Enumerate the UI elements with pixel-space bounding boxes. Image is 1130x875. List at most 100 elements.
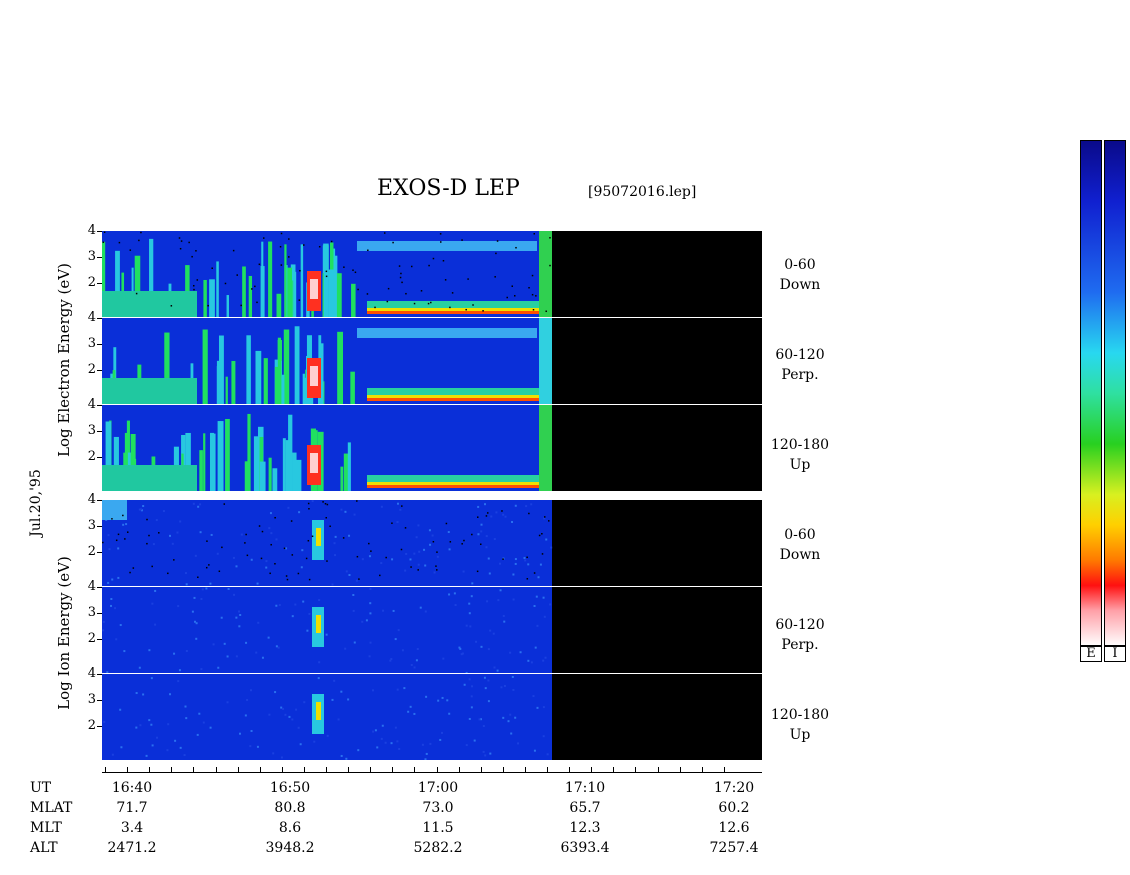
noise — [303, 701, 306, 704]
speckle — [432, 540, 435, 543]
noise — [257, 621, 260, 624]
noise — [142, 693, 145, 696]
noise — [488, 572, 491, 575]
burst — [113, 436, 119, 491]
burst — [164, 332, 170, 404]
speckle — [126, 531, 129, 533]
burst — [276, 293, 282, 317]
y-tick-mark — [97, 344, 102, 345]
date-label: Jul.20,'95 — [28, 469, 44, 537]
y-tick-mark — [97, 587, 102, 588]
speckle — [288, 238, 290, 240]
low-energy-band — [367, 301, 542, 309]
speckle — [285, 575, 288, 577]
burst — [282, 438, 286, 491]
x-tick-mark — [569, 767, 571, 772]
noise — [376, 746, 379, 749]
row-value-ut: 17:20 — [713, 780, 755, 796]
noise — [193, 596, 196, 599]
x-tick-mark — [701, 767, 703, 772]
noise — [348, 574, 351, 577]
noise — [468, 717, 471, 720]
burst — [199, 450, 203, 491]
noise — [415, 536, 418, 539]
row-value-mlt: 12.6 — [718, 820, 750, 836]
noise — [226, 655, 229, 658]
noise — [503, 684, 506, 687]
x-tick-mark — [414, 767, 416, 772]
speckle — [449, 306, 451, 309]
noise — [115, 638, 118, 641]
noise — [199, 503, 202, 506]
burst — [216, 360, 222, 404]
noise — [460, 653, 463, 656]
y-tick-label: 4 — [87, 579, 96, 594]
noise — [550, 546, 553, 549]
noise — [280, 706, 283, 709]
speckle — [400, 548, 403, 551]
burst — [149, 238, 154, 317]
noise — [125, 523, 128, 526]
upper-band — [357, 328, 537, 338]
noise — [404, 569, 407, 572]
noise — [178, 669, 181, 672]
speckle — [102, 541, 104, 544]
noise — [509, 713, 512, 716]
noise — [295, 708, 298, 711]
y-tick-mark — [97, 700, 102, 701]
noise — [478, 718, 481, 721]
speckle — [379, 574, 381, 577]
noise — [470, 695, 473, 698]
x-tick-mark — [370, 767, 372, 772]
speckle — [410, 265, 413, 268]
noise — [368, 655, 371, 658]
noise — [482, 750, 485, 753]
speckle — [538, 534, 541, 537]
speckle — [318, 245, 321, 248]
noise — [294, 603, 297, 606]
speckle — [514, 295, 516, 297]
noise — [298, 511, 301, 514]
speckle — [291, 554, 294, 556]
low-energy-band-hot — [367, 398, 542, 401]
noise — [184, 705, 187, 708]
speckle — [122, 514, 124, 517]
speckle — [290, 520, 293, 522]
burst — [203, 279, 207, 317]
noise — [542, 706, 545, 709]
noise — [487, 700, 490, 703]
noise — [267, 636, 270, 639]
noise — [275, 645, 278, 648]
noise — [442, 657, 445, 660]
noise — [371, 689, 374, 692]
speckle — [343, 266, 345, 268]
upper-band — [357, 241, 537, 251]
noise — [417, 524, 420, 527]
burst — [277, 337, 282, 404]
noise — [176, 531, 179, 534]
speckle — [325, 275, 328, 278]
noise — [469, 625, 472, 628]
speckle — [325, 516, 327, 519]
noise — [536, 624, 539, 627]
speckle — [531, 293, 534, 296]
noise — [509, 651, 512, 654]
speckle — [208, 564, 210, 566]
noise — [496, 669, 499, 672]
noise — [138, 666, 141, 669]
noise — [493, 666, 496, 669]
speckle — [383, 232, 386, 234]
noise — [201, 588, 204, 591]
burst — [259, 461, 266, 491]
speckle — [308, 578, 311, 581]
speckle — [117, 533, 120, 536]
speckle — [439, 233, 442, 235]
noise — [519, 651, 522, 654]
speckle — [274, 516, 276, 519]
noise — [441, 696, 444, 699]
noise — [454, 604, 457, 607]
noise — [150, 723, 153, 726]
noise — [197, 505, 200, 508]
noise — [244, 714, 247, 717]
speckle — [103, 231, 106, 233]
